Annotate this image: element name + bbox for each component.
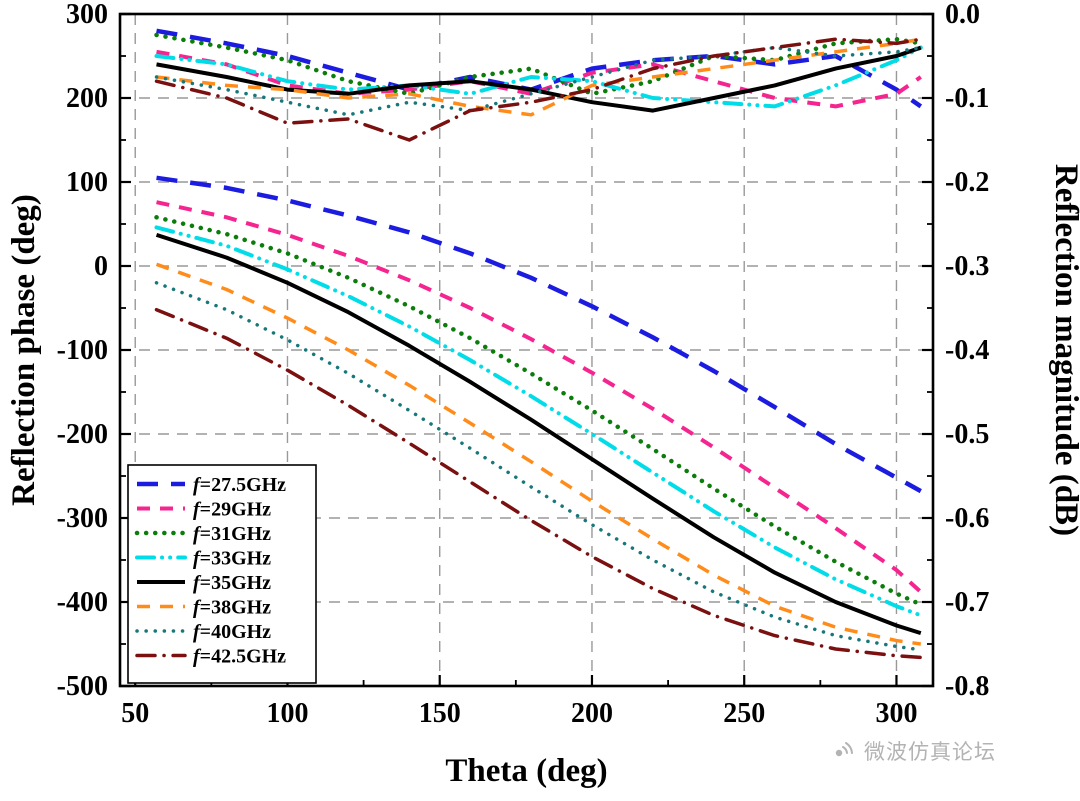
y-left-tick-label: 300: [66, 0, 108, 30]
y-right-tick-label: -0.7: [945, 587, 989, 618]
x-tick-label: 150: [419, 698, 461, 729]
y-right-tick-label: -0.3: [945, 251, 989, 282]
y-left-tick-label: -100: [57, 335, 108, 366]
legend-label: f=42.5GHz: [193, 646, 286, 668]
y-right-tick-label: 0.0: [945, 0, 980, 30]
phase-line-f38GHz: [155, 262, 922, 646]
magnitude-line-f38GHz: [156, 37, 922, 117]
y-right-tick-label: -0.6: [945, 503, 989, 534]
phase-line-f42.5GHz: [154, 307, 923, 660]
phase-line-f27.5GHz: [156, 175, 922, 494]
watermark: 微波仿真论坛: [828, 736, 996, 766]
series-group: [154, 28, 924, 660]
legend-label: f=40GHz: [193, 621, 271, 643]
magnitude-line-f33GHz: [154, 45, 923, 109]
y-left-tick-label: -300: [57, 503, 108, 534]
y-left-tick-label: 200: [66, 83, 108, 114]
legend-box: [127, 464, 317, 684]
y-left-tick-label: -400: [57, 587, 108, 618]
x-tick-label: 100: [266, 698, 308, 729]
phase-line-f33GHz: [154, 225, 923, 618]
y-right-tick-label: -0.4: [945, 335, 989, 366]
phase-line-f31GHz: [154, 215, 924, 607]
legend-label: f=29GHz: [193, 499, 271, 521]
magnitude-line-f42.5GHz: [154, 37, 923, 142]
magnitude-line-f40GHz: [154, 45, 923, 117]
y-left-tick-label: 0: [94, 251, 108, 282]
phase-line-f35GHz: [155, 232, 922, 636]
y-left-tick-label: -500: [57, 671, 108, 702]
y-left-tick-label: -200: [57, 419, 108, 450]
y-right-axis-title: Reflection magnitude (dB): [1048, 164, 1080, 536]
legend-label: f=33GHz: [193, 548, 271, 570]
x-tick-label: 250: [723, 698, 765, 729]
y-right-tick-label: -0.1: [945, 83, 989, 114]
x-tick-label: 300: [875, 698, 917, 729]
phase-line-f40GHz: [154, 281, 923, 652]
x-tick-label: 200: [571, 698, 613, 729]
x-axis-title: Theta (deg): [445, 753, 607, 789]
x-tick-label: 50: [121, 698, 149, 729]
legend-label: f=35GHz: [193, 572, 271, 594]
magnitude-line-f31GHz: [154, 32, 924, 97]
watermark-icon: [835, 742, 853, 757]
legend-label: f=38GHz: [193, 597, 271, 619]
y-left-tick-label: 100: [66, 167, 108, 198]
watermark-text: 微波仿真论坛: [864, 740, 996, 764]
y-right-tick-label: -0.5: [945, 419, 989, 450]
phase-line-f29GHz: [156, 200, 923, 594]
y-left-axis-title: Reflection phase (deg): [6, 194, 42, 506]
legend-label: f=31GHz: [193, 523, 271, 545]
y-right-tick-label: -0.2: [945, 167, 989, 198]
legend-label: f=27.5GHz: [193, 474, 286, 496]
y-right-tick-label: -0.8: [945, 671, 989, 702]
